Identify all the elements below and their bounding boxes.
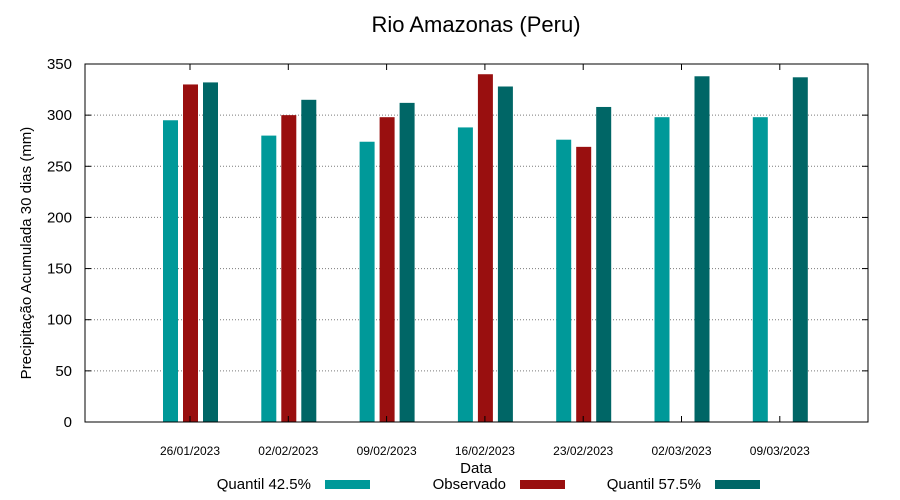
legend-swatch [715,480,760,489]
y-tick-label: 100 [47,312,72,329]
y-tick-label: 300 [47,107,72,124]
x-tick-label: 16/02/2023 [455,444,515,458]
bar-observado-0 [183,84,198,422]
chart-title: Rio Amazonas (Peru) [371,12,580,37]
bar-quantil-42-5-4 [556,139,572,423]
bar-observado-3 [477,74,493,422]
x-tick-label: 02/02/2023 [258,444,318,458]
legend-label: Quantil 42.5% [217,476,311,493]
bar-quantil-42-5-0 [163,120,178,422]
legend-label: Observado [433,476,506,493]
bar-quantil-42-5-1 [261,135,277,422]
bar-quantil-42-5-5 [654,117,670,422]
x-tick-label: 02/03/2023 [651,444,711,458]
bar-quantil-57-5-3 [497,86,513,422]
legend-label: Quantil 57.5% [607,476,701,493]
plot-frame [84,63,869,423]
bar-quantil-57-5-6 [792,77,808,422]
bars [163,74,808,423]
bar-quantil-42-5-6 [752,117,768,422]
x-axis-title: Data [460,460,492,477]
bar-quantil-57-5-1 [301,99,317,423]
legend: Quantil 42.5% Observado Quantil 57.5% [217,476,760,493]
bar-quantil-42-5-2 [359,141,375,423]
y-tick-label: 150 [47,261,72,278]
bar-quantil-57-5-0 [203,82,218,422]
x-tick-label: 09/03/2023 [750,444,810,458]
bar-quantil-42-5-3 [457,127,473,422]
y-tick-label: 50 [55,363,72,380]
bar-quantil-57-5-5 [694,76,710,422]
bar-observado-4 [576,146,592,422]
legend-swatch [520,480,565,489]
y-tick-label: 350 [47,56,72,73]
x-axis: 26/01/2023 02/02/2023 09/02/2023 16/02/2023… [160,64,810,458]
y-tick-label: 250 [47,158,72,175]
y-axis: 0 50 100 150 200 250 300 350 [47,56,868,431]
bar-quantil-57-5-2 [399,102,415,423]
legend-swatch [325,480,370,489]
x-tick-label: 09/02/2023 [357,444,417,458]
y-tick-label: 200 [47,209,72,226]
bar-quantil-57-5-4 [596,106,612,423]
bar-observado-1 [281,115,297,423]
y-axis-title: Precipitação Acumulada 30 dias (mm) [18,127,35,380]
grid-lines [85,114,868,372]
bar-observado-2 [379,117,395,422]
x-tick-label: 23/02/2023 [553,444,613,458]
y-tick-label: 0 [64,414,72,431]
x-tick-label: 26/01/2023 [160,444,220,458]
